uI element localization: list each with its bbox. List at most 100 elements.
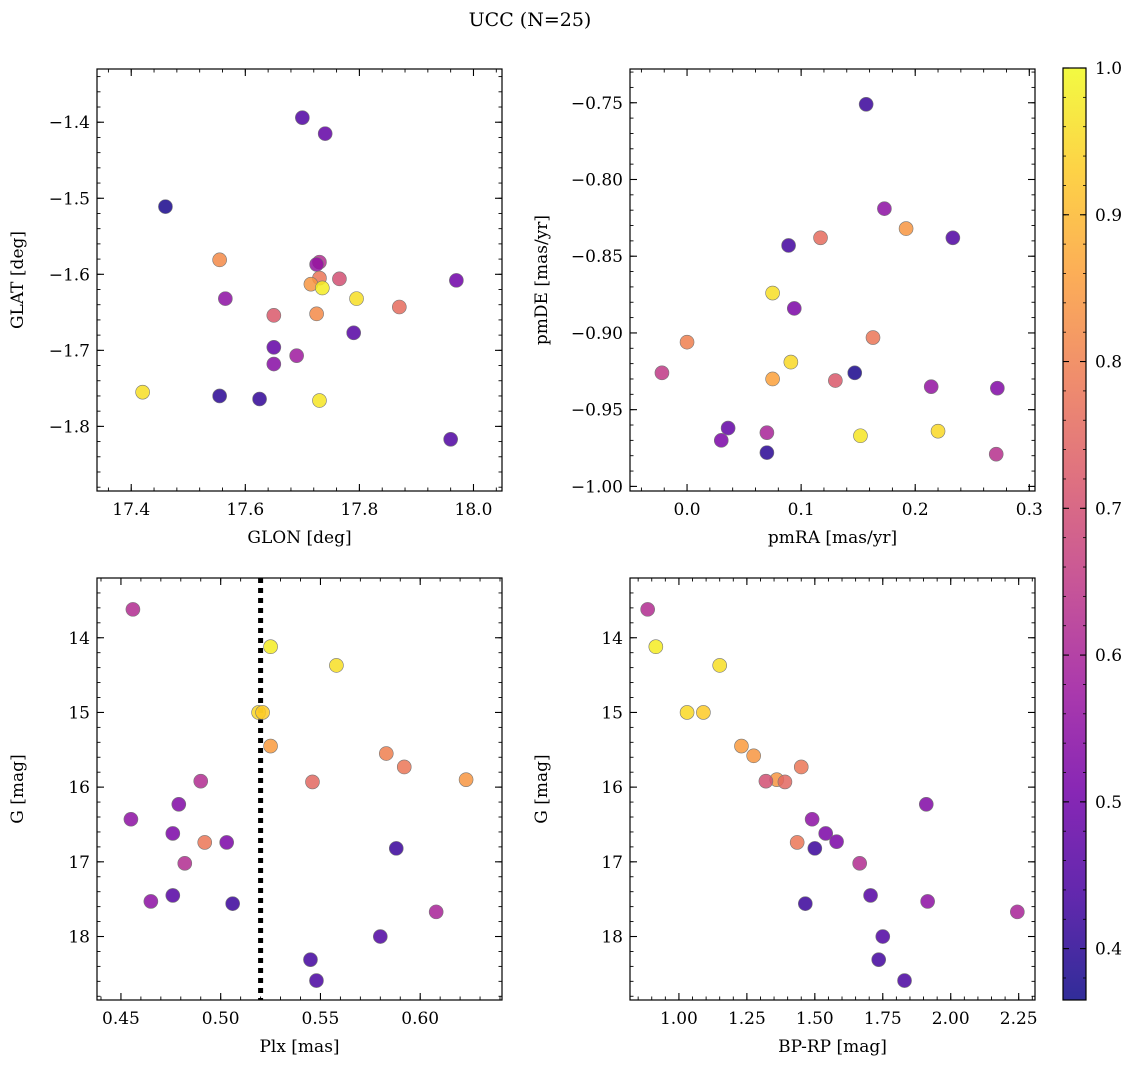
scatter-point	[804, 811, 820, 827]
x-tick-label: 17.8	[340, 500, 378, 520]
y-tick-label: 18	[601, 928, 623, 948]
y-axis-label: G [mag]	[532, 754, 552, 823]
scatter-point	[865, 330, 881, 345]
scatter-point	[349, 291, 364, 306]
scatter-point	[990, 380, 1005, 396]
scatter-point	[734, 738, 749, 754]
colorbar-tick-label: 0.6	[1095, 646, 1122, 666]
panel-2: 0.0 0.1 0.2 0.3 −0.75 −0.80 −0.85 −0.90 −0.95 −1.…	[532, 68, 1043, 548]
scatter-point	[312, 393, 327, 408]
scatter-point	[783, 354, 799, 370]
scatter-point	[309, 973, 324, 988]
x-tick-label: 0.1	[788, 500, 815, 520]
y-tick-label: −0.90	[571, 324, 623, 344]
scatter-point	[225, 896, 240, 911]
x-tick-label: 0.45	[102, 1009, 140, 1029]
colorbar-gradient	[1063, 68, 1086, 1000]
x-tick-label: 17.4	[112, 500, 150, 520]
x-axis-label: BP-RP [mag]	[778, 1037, 887, 1057]
y-tick-label: 16	[68, 778, 90, 798]
x-tick-label: 1.50	[796, 1009, 834, 1029]
scatter-point	[759, 425, 775, 440]
scatter-point	[289, 348, 304, 363]
scatter-point	[171, 797, 187, 812]
scatter-point	[765, 371, 780, 387]
scatter-point	[332, 271, 347, 287]
scatter-point	[396, 759, 412, 775]
scatter-point	[443, 431, 458, 447]
x-tick-label: 0.2	[902, 500, 929, 520]
y-tick-label: −1.00	[571, 477, 623, 497]
y-tick-label: 17	[68, 853, 90, 873]
scatter-point	[793, 759, 809, 775]
colorbar-tick-label: 0.8	[1095, 353, 1122, 373]
scatter-point	[847, 365, 863, 381]
colorbar-tick-label: 0.7	[1095, 499, 1122, 519]
x-tick-label: 1.00	[660, 1009, 698, 1029]
scatter-point	[197, 835, 213, 850]
scatter-point	[252, 391, 267, 407]
y-tick-label: −1.8	[49, 417, 90, 437]
y-tick-label: −0.80	[571, 170, 623, 190]
scatter-point	[759, 445, 775, 460]
scatter-point	[177, 856, 193, 871]
scatter-point	[852, 856, 867, 871]
plot-frame	[629, 68, 1036, 492]
panel-4: 1.00 1.25 1.50 1.75 2.00 2.25 14 15 16 17 18 BP-RP …	[532, 577, 1038, 1057]
y-tick-label: 17	[601, 853, 623, 873]
y-tick-label: 15	[601, 703, 623, 723]
scatter-point	[263, 639, 278, 655]
scatter-point	[305, 774, 320, 790]
scatter-point	[720, 420, 736, 436]
scatter-point	[853, 428, 868, 444]
y-tick-label: −0.75	[571, 94, 623, 114]
scatter-points	[123, 602, 474, 988]
y-axis-label: G [mag]	[8, 754, 28, 823]
x-tick-label: 18.0	[455, 500, 493, 520]
scatter-point	[143, 894, 159, 909]
x-tick-label: 1.25	[728, 1009, 766, 1029]
axes-frame: 17.4 17.6 17.8 18.0 −1.4 −1.5 −1.6 −1.7 −1.8	[49, 68, 503, 520]
y-tick-label: 15	[68, 703, 90, 723]
panel-3: 0.45 0.50 0.55 0.60 14 15 16 17 18 Plx [mas] G [ma…	[8, 577, 503, 1057]
panel-1: 17.4 17.6 17.8 18.0 −1.4 −1.5 −1.6 −1.7 −1.8 GLON…	[8, 68, 503, 548]
y-tick-label: −1.6	[49, 265, 90, 285]
x-axis-label: Plx [mas]	[259, 1037, 339, 1057]
scatter-point	[945, 230, 961, 246]
scatter-point	[329, 658, 344, 673]
scatter-point	[218, 291, 233, 306]
scatter-point	[786, 301, 802, 316]
scatter-point	[920, 894, 935, 909]
scatter-point	[266, 308, 282, 323]
scatter-point	[373, 929, 388, 944]
colorbar-tick-label: 0.4	[1095, 940, 1122, 960]
x-tick-label: 17.6	[226, 500, 264, 520]
scatter-point	[135, 384, 150, 400]
scatter-point	[696, 705, 711, 720]
plot-frame	[96, 577, 503, 1001]
scatter-point	[712, 658, 727, 673]
scatter-point	[309, 306, 324, 322]
x-tick-label: 0.3	[1016, 500, 1043, 520]
y-tick-label: −1.5	[49, 189, 90, 209]
scatter-point	[897, 973, 912, 988]
colorbar-tick-label: 0.9	[1095, 206, 1122, 226]
x-tick-label: 0.60	[401, 1009, 439, 1029]
scatter-point	[918, 797, 934, 812]
scatter-point	[303, 952, 318, 967]
scatter-point	[212, 388, 227, 404]
scatter-point	[746, 748, 761, 764]
scatter-point	[295, 110, 310, 125]
scatter-point	[648, 639, 664, 655]
scatter-point	[789, 835, 805, 850]
scatter-points	[135, 110, 464, 447]
scatter-point	[212, 252, 227, 268]
scatter-point	[449, 273, 464, 288]
colorbar-tick-label: 1.0	[1095, 59, 1122, 79]
x-tick-label: 0.55	[302, 1009, 340, 1029]
scatter-point	[988, 446, 1004, 462]
scatter-point	[777, 774, 793, 790]
scatter-point	[828, 373, 843, 388]
scatter-point	[818, 826, 834, 841]
